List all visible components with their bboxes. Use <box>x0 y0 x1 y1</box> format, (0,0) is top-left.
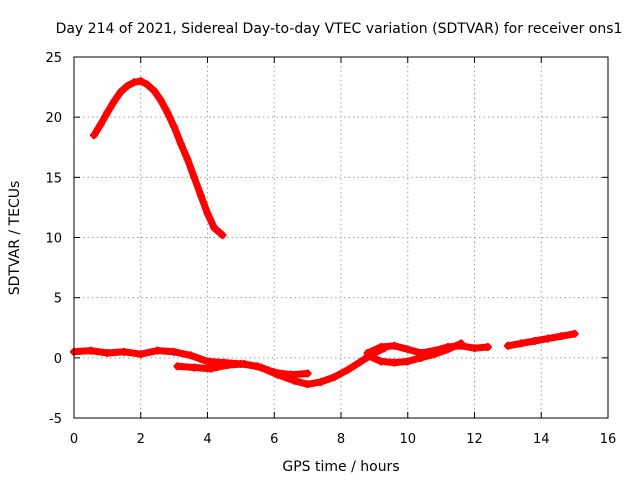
data-point <box>86 346 95 355</box>
data-point <box>256 363 265 372</box>
axis-ticks: 0 2 4 6 8 10 12 14 16 -5 0 5 10 15 20 25 <box>45 51 616 447</box>
x-tick-label: 8 <box>337 432 345 447</box>
series-arc-low-d <box>363 339 466 367</box>
data-point <box>303 380 312 389</box>
data-point <box>123 81 132 90</box>
data-point <box>170 347 179 356</box>
data-point <box>156 96 165 105</box>
data-point <box>186 351 195 360</box>
y-tick-label: 25 <box>45 51 62 66</box>
data-point <box>483 343 492 352</box>
data-point <box>530 336 539 345</box>
data-point <box>143 80 152 89</box>
data-point <box>210 223 219 232</box>
data-point <box>430 350 439 359</box>
data-point <box>120 347 129 356</box>
data-point <box>357 357 366 366</box>
x-tick-label: 6 <box>270 432 278 447</box>
x-axis-label: GPS time / hours <box>282 459 399 475</box>
data-traces <box>70 77 579 389</box>
y-tick-label: 5 <box>54 292 62 307</box>
series-line <box>364 342 492 357</box>
data-point <box>196 191 205 200</box>
data-point <box>116 87 125 96</box>
data-point <box>470 344 479 353</box>
data-point <box>273 370 282 379</box>
data-point <box>377 343 386 352</box>
grid-lines <box>74 57 608 418</box>
y-tick-label: 15 <box>45 171 62 186</box>
data-point <box>110 97 119 106</box>
x-tick-label: 4 <box>203 432 211 447</box>
data-point <box>163 108 172 117</box>
data-point <box>503 341 512 350</box>
x-tick-label: 10 <box>399 432 416 447</box>
data-point <box>517 339 526 348</box>
data-point <box>206 364 215 373</box>
data-point <box>443 345 452 354</box>
data-point <box>330 373 339 382</box>
data-point <box>316 377 325 386</box>
data-point <box>557 332 566 341</box>
data-point <box>343 365 352 374</box>
series-line <box>174 344 388 388</box>
data-point <box>570 329 579 338</box>
data-point <box>170 122 179 131</box>
data-point <box>190 363 199 372</box>
y-tick-label: 10 <box>45 232 62 247</box>
data-point <box>103 108 112 117</box>
data-point <box>457 339 466 348</box>
data-point <box>390 358 399 367</box>
data-point <box>203 357 212 366</box>
data-point <box>290 376 299 385</box>
series-arc-low-b <box>173 344 389 389</box>
data-point <box>303 369 312 378</box>
data-point <box>173 362 182 371</box>
data-point <box>218 231 227 240</box>
data-point <box>390 341 399 350</box>
data-point <box>203 209 212 218</box>
data-point <box>103 349 112 358</box>
series-arc-low-e <box>503 329 579 350</box>
data-point <box>223 361 232 370</box>
y-tick-label: -5 <box>49 412 62 427</box>
x-tick-label: 16 <box>600 432 617 447</box>
data-point <box>136 77 145 86</box>
data-point <box>150 86 159 95</box>
series-arc-high <box>90 77 227 240</box>
x-tick-label: 12 <box>466 432 483 447</box>
series-line <box>90 77 226 239</box>
data-point <box>543 334 552 343</box>
data-point <box>176 139 185 148</box>
y-axis-label: SDTVAR / TECUs <box>7 181 23 296</box>
chart-title: Day 214 of 2021, Sidereal Day-to-day VTE… <box>56 21 623 37</box>
data-point <box>90 131 99 140</box>
data-point <box>403 345 412 354</box>
data-point <box>96 120 105 129</box>
data-point <box>190 173 199 182</box>
x-tick-label: 14 <box>533 432 550 447</box>
data-point <box>403 357 412 366</box>
data-point <box>153 346 162 355</box>
data-point <box>417 353 426 362</box>
data-point <box>363 351 372 360</box>
x-tick-label: 2 <box>137 432 145 447</box>
y-tick-label: 20 <box>45 111 62 126</box>
data-point <box>183 155 192 164</box>
data-point <box>377 357 386 366</box>
data-point <box>136 350 145 359</box>
x-tick-label: 0 <box>70 432 78 447</box>
data-point <box>240 359 249 368</box>
y-tick-label: 0 <box>54 352 62 367</box>
data-point <box>130 78 139 87</box>
